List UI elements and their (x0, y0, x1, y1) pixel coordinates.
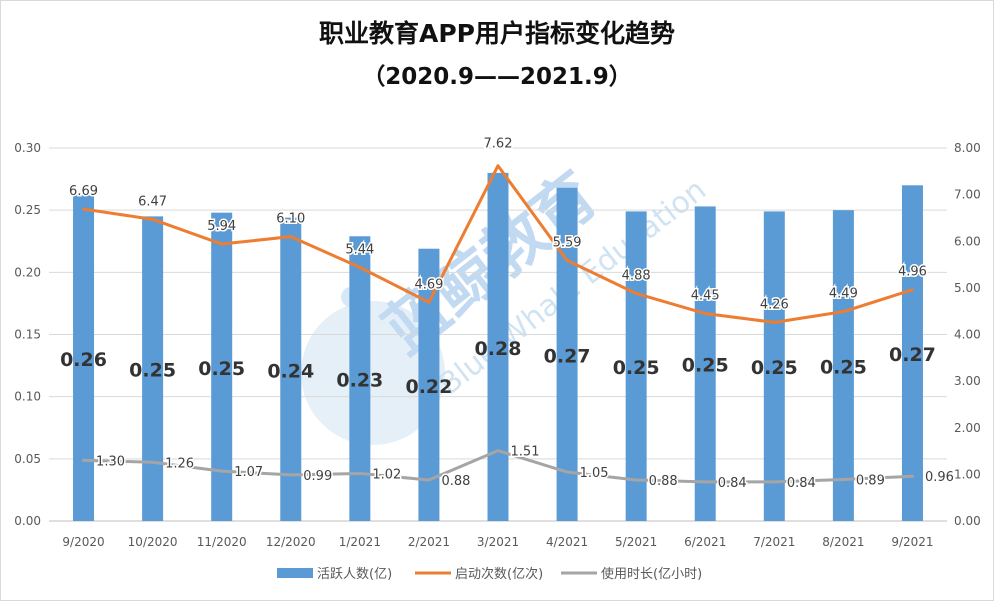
x-tick-label: 2/2021 (408, 535, 450, 549)
x-tick-label: 3/2021 (477, 535, 519, 549)
right-tick-label: 6.00 (954, 234, 981, 248)
launches-data-label: 5.94 (207, 219, 236, 234)
launches-data-label: 4.26 (760, 297, 789, 312)
bar-data-label: 0.28 (475, 338, 522, 360)
x-tick-label: 7/2021 (753, 535, 795, 549)
chart-title: 职业教育APP用户指标变化趋势 (319, 19, 675, 48)
bar-data-label: 0.24 (267, 360, 314, 382)
bar-data-label: 0.25 (198, 358, 245, 380)
x-axis: 9/2020 10/2020 11/2020 12/2020 1/2021 2/2021 3… (49, 520, 947, 549)
usage-data-label: 1.51 (511, 445, 540, 460)
bar (763, 211, 785, 521)
legend: 活跃人数(亿) 启动次数(亿次) 使用时长(亿小时) (277, 566, 702, 582)
left-tick-label: 0.25 (14, 203, 41, 217)
usage-data-label: 1.30 (96, 454, 125, 469)
launches-data-label: 4.45 (691, 289, 720, 304)
x-tick-label: 1/2021 (339, 535, 381, 549)
left-tick-label: 0.30 (14, 141, 41, 155)
legend-bar-swatch (277, 568, 313, 578)
usage-data-label: 1.02 (372, 467, 401, 482)
legend-label: 启动次数(亿次) (455, 566, 543, 582)
right-tick-label: 2.00 (954, 421, 981, 435)
right-tick-label: 3.00 (954, 374, 981, 388)
usage-data-label: 0.88 (649, 474, 678, 489)
usage-data-label: 0.96 (925, 470, 954, 485)
right-tick-label: 0.00 (954, 514, 981, 528)
right-tick-label: 8.00 (954, 141, 981, 155)
bar-data-label: 0.22 (405, 376, 452, 398)
right-axis: 0.00 1.00 2.00 3.00 4.00 5.00 6.00 7.00 8.00 (954, 141, 981, 528)
usage-data-label: 1.07 (234, 465, 263, 480)
usage-data-label: 1.05 (580, 466, 609, 481)
bar (901, 185, 923, 522)
bar-data-label: 0.25 (129, 360, 176, 382)
legend-label: 活跃人数(亿) (317, 567, 392, 582)
usage-data-label: 0.89 (856, 474, 885, 489)
usage-data-label: 0.84 (718, 476, 747, 491)
left-tick-label: 0.05 (14, 452, 41, 466)
chart-subtitle: （2020.9——2021.9） (362, 64, 632, 90)
x-tick-label: 5/2021 (615, 535, 657, 549)
launches-data-label: 7.62 (484, 137, 513, 152)
bar-data-label: 0.26 (60, 349, 107, 371)
bar-data-label: 0.25 (682, 355, 729, 377)
launches-data-label: 5.59 (553, 235, 582, 250)
x-tick-label: 9/2021 (891, 535, 933, 549)
left-tick-label: 0.15 (14, 328, 41, 342)
bar (418, 248, 440, 521)
bar (211, 212, 233, 522)
launches-data-label: 6.69 (69, 184, 98, 199)
bar (556, 187, 578, 521)
left-tick-label: 0.10 (14, 390, 41, 404)
left-tick-label: 0.00 (14, 514, 41, 528)
x-tick-label: 8/2021 (822, 535, 864, 549)
bar-data-label: 0.27 (889, 344, 936, 366)
legend-label: 使用时长(亿小时) (601, 566, 702, 582)
usage-data-label: 0.88 (441, 474, 470, 489)
line-series (82, 164, 914, 484)
bar (73, 195, 95, 521)
launches-data-label: 4.96 (898, 265, 927, 280)
bar-data-label: 0.25 (751, 357, 798, 379)
bar-data-label: 0.23 (336, 370, 383, 392)
bar-data-label: 0.25 (820, 357, 867, 379)
launches-data-label: 4.69 (414, 277, 443, 292)
launches-data-label: 6.10 (276, 212, 305, 227)
bar (142, 216, 164, 521)
usage-data-label: 0.84 (787, 476, 816, 491)
bar (694, 206, 716, 522)
x-tick-label: 10/2020 (128, 535, 178, 549)
bar-data-label: 0.27 (544, 345, 591, 367)
x-tick-label: 6/2021 (684, 535, 726, 549)
watermark-logo-icon (301, 301, 445, 445)
usage-data-label: 1.26 (165, 456, 194, 471)
x-tick-label: 9/2020 (62, 535, 104, 549)
bar-series-active-users (73, 172, 923, 522)
right-tick-label: 4.00 (954, 328, 981, 342)
x-tick-label: 11/2020 (197, 535, 247, 549)
bar (280, 217, 302, 522)
bar-data-label: 0.25 (613, 357, 660, 379)
left-axis: 0.00 0.05 0.10 0.15 0.20 0.25 0.30 (14, 141, 41, 528)
launches-data-label: 6.47 (138, 194, 167, 209)
right-tick-label: 1.00 (954, 467, 981, 481)
bar (349, 236, 371, 521)
launches-data-label: 4.49 (829, 287, 858, 302)
bar (625, 211, 647, 521)
x-tick-label: 12/2020 (266, 535, 316, 549)
bar (487, 172, 509, 521)
launches-data-label: 4.88 (622, 268, 651, 283)
right-tick-label: 7.00 (954, 188, 981, 202)
launches-data-label: 5.44 (345, 242, 374, 257)
left-tick-label: 0.20 (14, 265, 41, 279)
right-tick-label: 5.00 (954, 281, 981, 295)
bar (832, 210, 854, 521)
x-tick-label: 4/2021 (546, 535, 588, 549)
usage-data-label: 0.99 (303, 469, 332, 484)
data-labels: 0.26 0.25 0.25 0.24 0.23 0.22 0.28 0.27 0.25 0.25… (60, 135, 955, 492)
